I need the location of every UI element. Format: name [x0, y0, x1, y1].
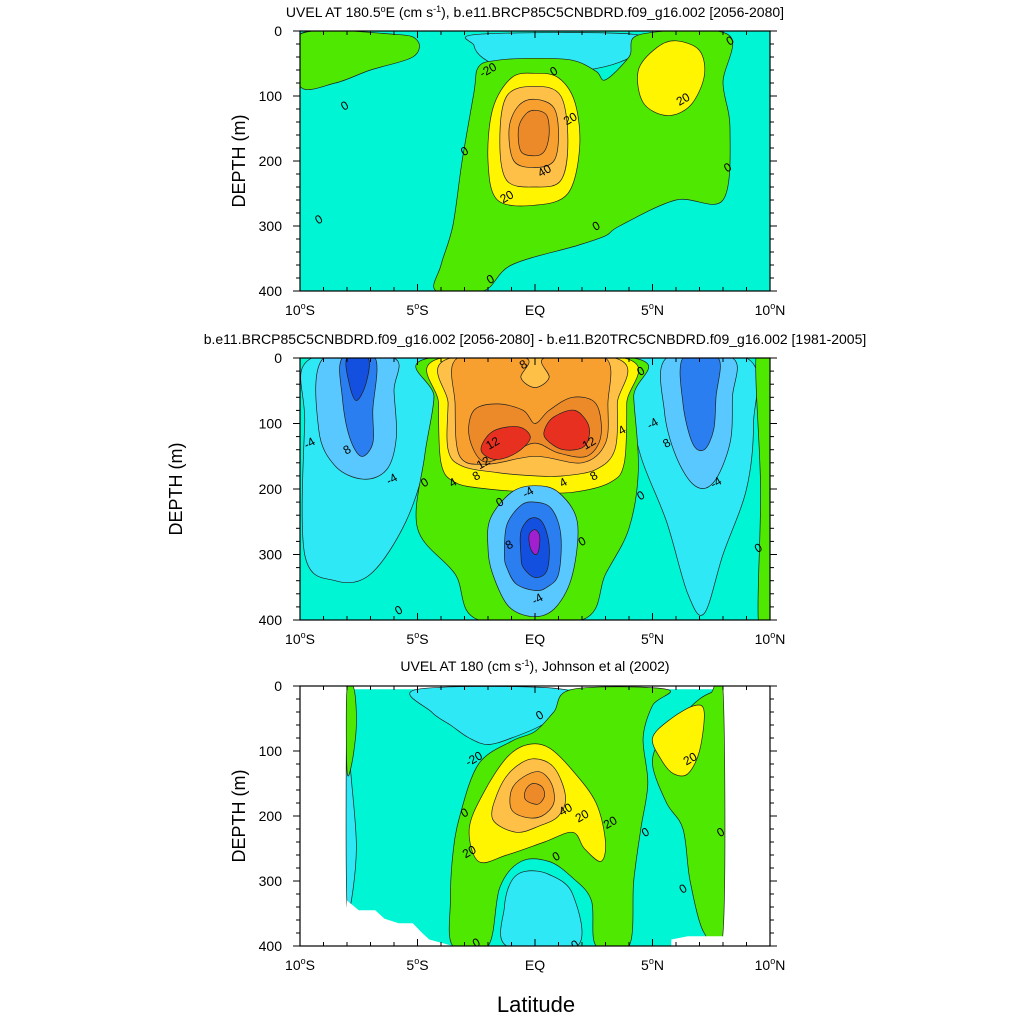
contour-region-yellow	[651, 704, 705, 777]
y-tick-label: 100	[259, 416, 283, 432]
x-tick-label: 5oN	[641, 630, 664, 647]
x-tick-label: 5oS	[406, 956, 428, 973]
x-tick-label: 5oN	[641, 301, 664, 318]
x-tick-label: 10oS	[285, 630, 315, 647]
contour-label: 12	[474, 453, 493, 472]
y-tick-label: 400	[259, 612, 283, 628]
contour-label: 0	[470, 935, 483, 951]
x-tick-label: EQ	[525, 302, 545, 318]
x-tick-label: 5oS	[406, 301, 428, 318]
x-tick-label: 10oN	[755, 956, 786, 973]
y-axis-label: DEPTH (m)	[229, 115, 249, 208]
contour-region-green	[755, 358, 770, 620]
y-axis-label: DEPTH (m)	[229, 770, 249, 863]
contour-label: 20	[681, 749, 700, 768]
x-tick-label: 10oN	[755, 301, 786, 318]
panel-title: UVEL AT 180 (cm s-1), Johnson et al (200…	[400, 658, 669, 674]
y-tick-label: 200	[259, 153, 283, 169]
x-tick-label: EQ	[525, 631, 545, 647]
contour-region-orange_dark	[517, 109, 550, 157]
contour-label: 20	[601, 813, 620, 832]
contour-region-red	[543, 409, 590, 451]
contour-label: 20	[674, 90, 693, 109]
y-tick-label: 300	[259, 547, 283, 563]
missing-data-region	[347, 900, 453, 946]
y-tick-label: 0	[274, 23, 282, 39]
y-tick-label: 0	[274, 350, 282, 366]
y-tick-label: 200	[259, 481, 283, 497]
x-tick-label: 5oS	[406, 630, 428, 647]
contour-label: 20	[498, 187, 517, 206]
y-tick-label: 400	[259, 283, 283, 299]
y-tick-label: 300	[259, 873, 283, 889]
panel-title: UVEL AT 180.5oE (cm s-1), b.e11.BRCP85C5…	[286, 4, 784, 20]
y-tick-label: 0	[274, 678, 282, 694]
contour-region-cyan_light	[500, 870, 583, 946]
missing-data-region	[671, 936, 723, 946]
contour-region-orange_dark	[524, 783, 545, 805]
panel-title: b.e11.BRCP85C5CNBDRD.f09_g16.002 [2056-2…	[204, 331, 867, 347]
contour-region-green	[345, 686, 357, 777]
x-axis-label: Latitude	[497, 992, 575, 1017]
contour-region-blue_dark	[345, 358, 370, 401]
y-tick-label: 100	[259, 743, 283, 759]
contour-label: 40	[556, 800, 575, 819]
contour-label: 12	[483, 434, 502, 453]
x-tick-label: 10oN	[755, 630, 786, 647]
y-tick-label: 300	[259, 218, 283, 234]
contour-region-purple	[528, 529, 541, 555]
contour-region-cyan_light	[409, 686, 574, 745]
contour-region-blue	[679, 358, 721, 452]
contour-label: 20	[460, 842, 479, 861]
x-tick-label: 10oS	[285, 956, 315, 973]
contour-label: 40	[535, 161, 554, 180]
x-tick-label: 5oN	[641, 956, 664, 973]
y-axis-label: DEPTH (m)	[166, 443, 186, 536]
contour-region-red	[480, 426, 531, 460]
y-tick-label: 100	[259, 88, 283, 104]
y-tick-label: 400	[259, 938, 283, 954]
x-tick-label: 10oS	[285, 301, 315, 318]
y-tick-label: 200	[259, 808, 283, 824]
contour-label: 0	[569, 937, 582, 953]
x-tick-label: EQ	[525, 957, 545, 973]
contour-label: 20	[573, 806, 592, 825]
contour-label: 20	[561, 109, 580, 128]
contour-label: 12	[580, 434, 599, 453]
contour-region-yellow	[637, 40, 706, 116]
